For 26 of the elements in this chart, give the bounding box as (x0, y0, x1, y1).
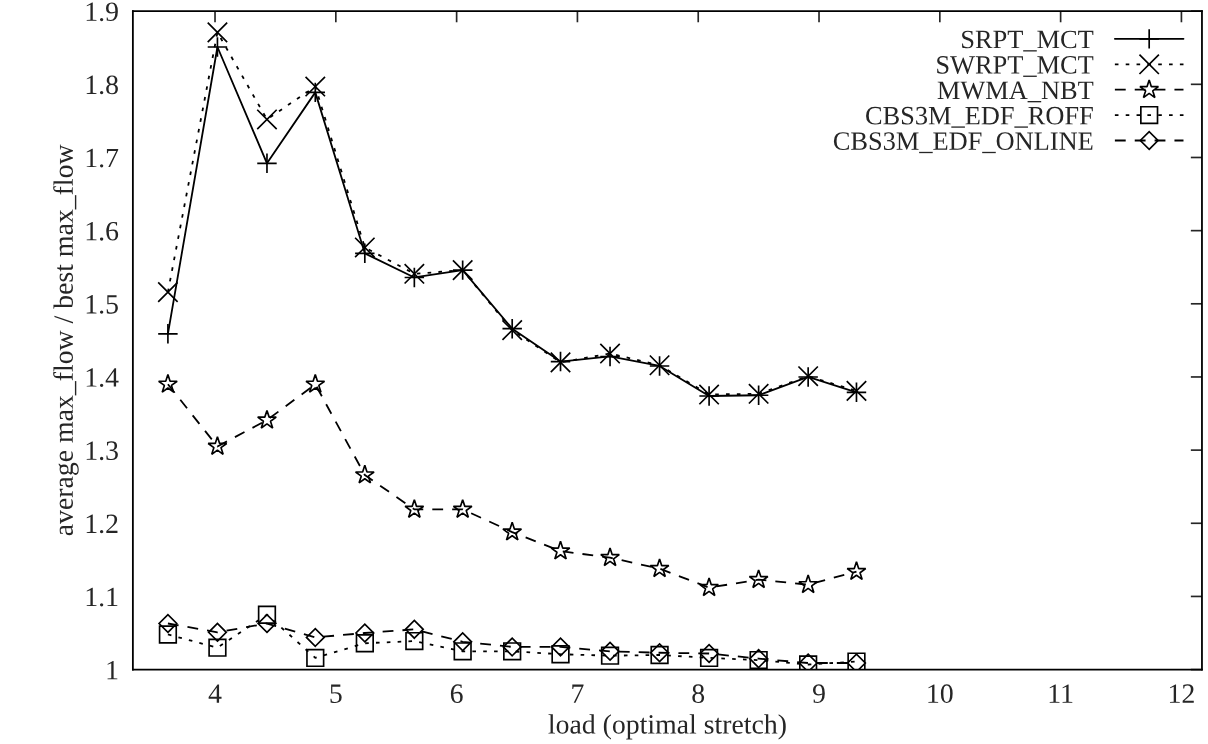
x-tick-label: 11 (1049, 684, 1073, 703)
x-tick-label: 7 (572, 684, 584, 703)
x-tick-label: 10 (928, 684, 953, 704)
y-tick-label: 1.4 (86, 368, 119, 387)
legend-label: SWRPT_MCT (937, 56, 1094, 77)
legend-label: CBS3M_EDF_ONLINE (833, 132, 1093, 154)
y-tick-label: 1 (107, 660, 118, 680)
legend-label: MWMA_NBT (937, 81, 1094, 103)
y-tick-label: 1.7 (86, 148, 119, 168)
y-tick-label: 1.6 (86, 221, 119, 241)
y-tick-label: 1.5 (86, 295, 118, 314)
x-tick-label: 5 (330, 684, 342, 704)
y-tick-label: 1.1 (86, 587, 118, 607)
x-tick-label: 12 (1169, 684, 1194, 703)
legend-label: SRPT_MCT (962, 30, 1094, 52)
x-axis-title: load (optimal stretch) (548, 714, 786, 740)
legend-label: CBS3M_EDF_ROFF (866, 106, 1093, 128)
y-tick-label: 1.8 (86, 75, 118, 95)
y-tick-label: 1.3 (86, 441, 118, 461)
x-tick-label: 8 (692, 684, 705, 704)
x-tick-label: 6 (450, 684, 463, 704)
x-tick-label: 9 (812, 684, 825, 704)
y-tick-label: 1.2 (86, 514, 118, 534)
y-tick-label: 1.9 (86, 2, 118, 22)
x-tick-label: 4 (208, 684, 222, 703)
y-axis-title: average max_flow / best max_flow (53, 144, 79, 536)
